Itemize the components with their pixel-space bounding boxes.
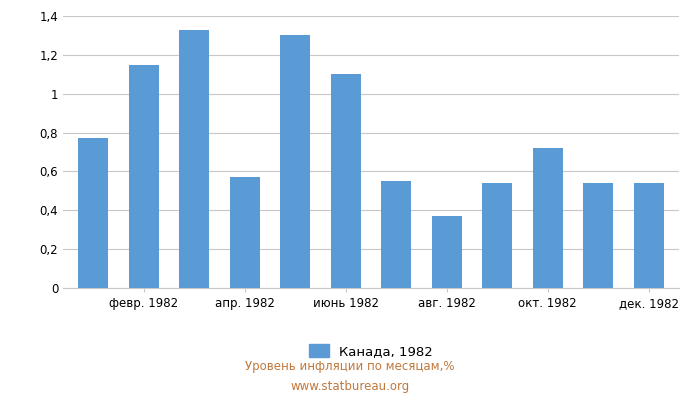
Bar: [179, 30, 209, 288]
Legend: Канада, 1982: Канада, 1982: [309, 344, 433, 358]
Text: www.statbureau.org: www.statbureau.org: [290, 380, 410, 393]
Bar: [381, 181, 412, 288]
Bar: [330, 74, 361, 288]
Bar: [432, 216, 462, 288]
Bar: [78, 138, 108, 288]
Bar: [533, 148, 563, 288]
Bar: [634, 183, 664, 288]
Bar: [129, 64, 159, 288]
Bar: [280, 36, 310, 288]
Text: Уровень инфляции по месяцам,%: Уровень инфляции по месяцам,%: [245, 360, 455, 373]
Bar: [482, 183, 512, 288]
Bar: [583, 183, 613, 288]
Bar: [230, 177, 260, 288]
